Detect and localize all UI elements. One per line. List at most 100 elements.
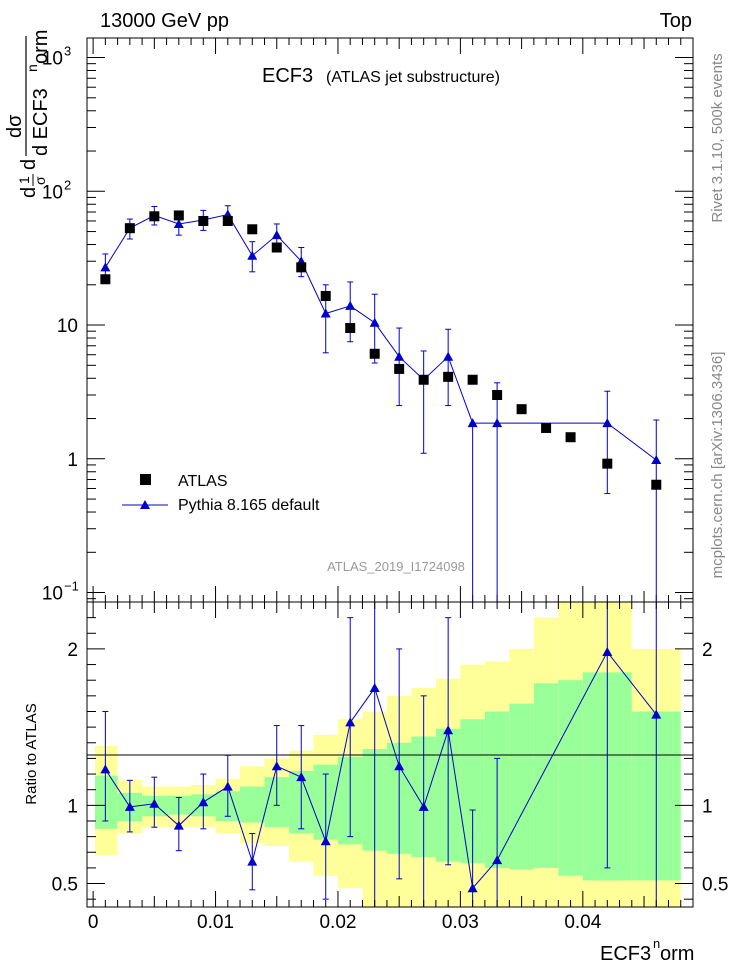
main-plot-frame	[86, 37, 694, 603]
ratio-point	[100, 764, 111, 774]
ratio-point	[198, 797, 209, 807]
mc-series	[100, 205, 662, 602]
ratio-point	[271, 761, 282, 771]
legend-atlas-marker	[140, 474, 151, 485]
y-label-sigma: σ	[32, 176, 48, 185]
y-tick-label: 10	[42, 49, 63, 70]
chart-title: ECF3	[262, 65, 313, 87]
atlas-point	[296, 262, 307, 273]
mc-point	[173, 218, 184, 228]
y-tick-label-exponent: 2	[64, 177, 71, 192]
ratio-point	[443, 725, 454, 735]
mc-point	[394, 351, 405, 361]
ratio-point	[369, 683, 380, 693]
x-tick-label: 0.01	[197, 912, 234, 933]
atlas-point	[467, 374, 478, 385]
inner-band	[558, 680, 583, 876]
legend-mc-marker	[140, 500, 150, 509]
ratio-y-axis-label: Ratio to ATLAS	[23, 703, 40, 804]
y-tick-label: 10	[57, 316, 78, 337]
atlas-point	[222, 215, 233, 226]
ratio-point	[651, 709, 662, 719]
y-label-numerator: dσ	[4, 114, 26, 138]
y-label-orm: orm	[30, 30, 52, 64]
mc-point	[345, 300, 356, 310]
ratio-point	[492, 855, 503, 865]
legend-atlas-label: ATLAS	[178, 473, 228, 490]
x-tick-label: 0.03	[442, 912, 479, 933]
y-label-d: d	[18, 187, 40, 198]
x-label-rest: orm	[660, 943, 694, 965]
inner-band	[533, 683, 559, 868]
ratio-y-tick-label-right: 1	[702, 796, 713, 817]
x-tick-label: 0.04	[564, 912, 601, 933]
atlas-point	[124, 223, 135, 234]
mc-line	[104, 213, 657, 461]
legend-mc-label: Pythia 8.165 default	[178, 497, 320, 514]
ratio-point	[247, 856, 258, 866]
ratio-point	[296, 772, 307, 782]
ratio-y-tick-label-right: 2	[702, 640, 713, 661]
atlas-series	[100, 210, 662, 490]
inner-band	[95, 775, 118, 829]
ratio-point	[173, 820, 184, 830]
rivet-version-label: Rivet 3.1.10, 500k events	[709, 53, 726, 222]
atlas-point	[492, 389, 503, 400]
mc-point	[320, 308, 331, 318]
x-label-sup: n	[653, 936, 660, 951]
x-tick-label: 0	[88, 912, 99, 933]
mc-point	[602, 418, 613, 428]
header-energy-label: 13000 GeV pp	[100, 10, 229, 32]
mc-point	[443, 351, 454, 361]
atlas-point	[149, 211, 160, 222]
y-tick-label-exponent: 3	[64, 44, 71, 59]
x-label-base: ECF3	[600, 943, 651, 965]
ratio-y-tick-label-right: 0.5	[702, 875, 728, 896]
atlas-point	[345, 323, 356, 334]
atlas-point	[198, 215, 209, 226]
y-tick-label-exponent: −1	[64, 579, 79, 594]
y-label-one: 1	[16, 176, 32, 184]
ratio-y-tick-label: 0.5	[52, 875, 78, 896]
chart-subtitle: (ATLAS jet substructure)	[326, 69, 500, 86]
ratio-point	[418, 801, 429, 811]
atlas-point	[565, 432, 576, 443]
ratio-point	[222, 781, 233, 791]
inner-band	[240, 786, 265, 823]
atlas-point	[418, 374, 429, 385]
mcplots-label: mcplots.cern.ch [arXiv:1306.3436]	[709, 352, 726, 579]
y-label-denominator: d ECF3	[30, 88, 52, 156]
header-process-label: Top	[660, 10, 692, 32]
ratio-point	[394, 761, 405, 771]
ratio-y-tick-label: 1	[67, 796, 78, 817]
ratio-point	[467, 883, 478, 893]
atlas-point	[516, 404, 527, 415]
y-tick-label: 10	[42, 584, 63, 605]
mc-point	[247, 250, 258, 260]
mc-point	[467, 418, 478, 428]
x-tick-label: 0.02	[319, 912, 356, 933]
y-tick-label: 10	[42, 182, 63, 203]
y-tick-label: 1	[67, 450, 78, 471]
analysis-tag: ATLAS_2019_I1724098	[327, 559, 465, 574]
atlas-point	[100, 274, 111, 285]
atlas-point	[173, 210, 184, 221]
atlas-point	[271, 242, 282, 253]
y-axis-label: d 1 σ d dσ d ECF3 n orm	[4, 30, 52, 198]
atlas-point	[602, 458, 613, 469]
atlas-point	[369, 348, 380, 359]
mc-point	[271, 230, 282, 240]
mc-point	[369, 317, 380, 327]
atlas-point	[394, 363, 405, 374]
ratio-point	[345, 717, 356, 727]
ratio-y-tick-label: 2	[67, 640, 78, 661]
ratio-plot-frame	[86, 601, 694, 908]
ratio-point	[602, 647, 613, 657]
inner-band	[509, 703, 534, 870]
ratio-series	[100, 602, 662, 907]
ratio-panel: 0.5 0.5 1 1 2 2 0 0.01 0.02 0.03 0.04 Ratio to AT…	[23, 601, 728, 965]
legend: ATLAS Pythia 8.165 default	[122, 473, 320, 514]
x-axis-label: ECF3 n orm	[600, 936, 694, 965]
